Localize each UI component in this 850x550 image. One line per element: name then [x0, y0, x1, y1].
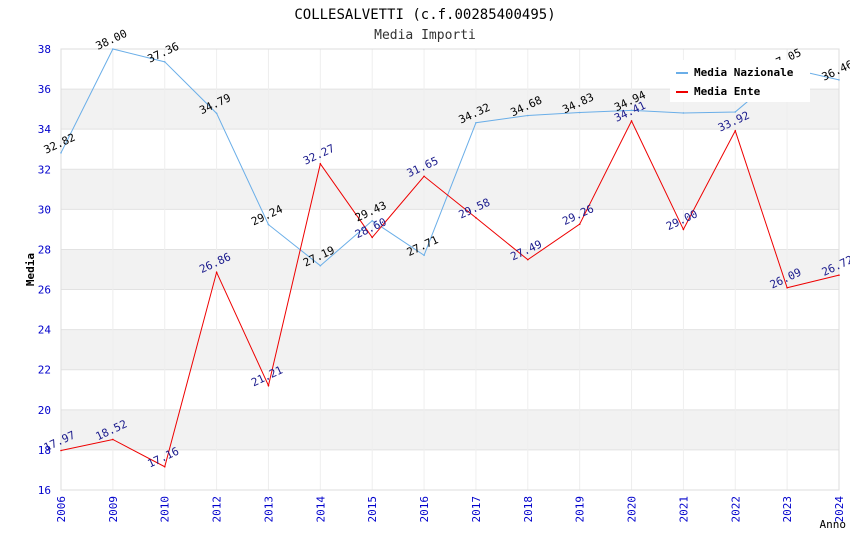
y-tick-label-22: 22 — [38, 364, 51, 377]
x-tick-label-2014: 2014 — [314, 496, 327, 523]
y-tick-label-26: 26 — [38, 284, 51, 297]
x-axis-title: Anno — [820, 518, 847, 531]
point-media-nazionale-2010 — [163, 61, 166, 63]
y-tick-label-34: 34 — [38, 123, 52, 136]
point-media-nazionale-2021 — [682, 112, 685, 114]
point-media-ente-2012 — [215, 271, 218, 274]
point-media-ente-2017 — [475, 216, 477, 219]
x-tick-label-2016: 2016 — [418, 496, 431, 523]
y-tick-label-20: 20 — [38, 404, 51, 417]
data-label-media-ente-2014: 32.27 — [301, 142, 337, 168]
point-media-ente-2009 — [112, 438, 114, 441]
point-media-ente-2021 — [682, 228, 685, 231]
chart-subtitle: Media Importi — [374, 28, 476, 43]
point-media-nazionale-2012 — [215, 112, 218, 115]
y-tick-label-38: 38 — [38, 43, 51, 56]
point-media-ente-2022 — [734, 129, 737, 132]
legend-label-media-nazionale: Media Nazionale — [694, 66, 794, 79]
series-line-media-ente — [60, 119, 840, 468]
point-media-nazionale-2017 — [475, 121, 477, 124]
y-tick-label-30: 30 — [38, 203, 51, 216]
x-tick-label-2023: 2023 — [781, 496, 794, 523]
x-tick-label-2012: 2012 — [211, 496, 224, 523]
point-media-ente-2015 — [371, 236, 374, 239]
x-tick-label-2017: 2017 — [470, 496, 483, 523]
point-media-nazionale-2014 — [319, 264, 322, 267]
point-media-nazionale-2024 — [838, 79, 840, 81]
y-tick-label-28: 28 — [38, 243, 51, 256]
point-media-ente-2014 — [319, 163, 322, 165]
point-media-nazionale-2016 — [423, 254, 425, 257]
x-tick-label-2018: 2018 — [522, 496, 535, 523]
plot-area-frame — [60, 48, 840, 491]
y-tick-label-32: 32 — [38, 163, 51, 176]
x-tick-label-2020: 2020 — [626, 496, 639, 523]
y-tick-label-36: 36 — [38, 83, 51, 96]
point-media-nazionale-2019 — [578, 111, 581, 114]
x-tick-label-2022: 2022 — [729, 496, 742, 523]
data-label-media-ente-2021: 29.00 — [664, 207, 700, 233]
series-line-media-nazionale — [60, 48, 840, 267]
point-media-ente-2010 — [163, 465, 166, 468]
x-tick-label-2024: 2024 — [833, 496, 846, 523]
point-media-nazionale-2015 — [371, 219, 374, 222]
legend-background — [670, 60, 810, 102]
x-tick-label-2006: 2006 — [55, 496, 68, 523]
point-media-nazionale-2022 — [734, 111, 737, 113]
y-axis-title: Media — [24, 253, 37, 286]
x-tick-label-2010: 2010 — [159, 496, 172, 523]
band-22-24 — [61, 329, 839, 370]
x-tick-label-2013: 2013 — [262, 496, 275, 523]
point-media-nazionale-2006 — [60, 152, 62, 154]
y-tick-label-16: 16 — [38, 484, 51, 497]
data-label-media-nazionale-2024: 36.46 — [820, 58, 850, 84]
band-26-28 — [61, 249, 839, 290]
point-media-ente-2024 — [838, 274, 840, 276]
y-tick-label-18: 18 — [38, 444, 51, 457]
legend-label-media-ente: Media Ente — [694, 85, 761, 98]
point-media-ente-2018 — [527, 258, 529, 261]
chart-title: COLLESALVETTI (c.f.00285400495) — [294, 7, 555, 23]
x-tick-label-2009: 2009 — [107, 496, 120, 523]
legend: Media Nazionale Media Ente — [670, 60, 810, 102]
point-media-ente-2013 — [267, 384, 270, 387]
point-media-nazionale-2009 — [112, 48, 114, 50]
y-axis-ticks: 16 18 20 22 24 26 28 30 32 34 36 38 — [38, 43, 52, 497]
point-media-ente-2019 — [578, 223, 581, 225]
series-lines — [60, 48, 840, 468]
x-tick-label-2019: 2019 — [574, 496, 587, 523]
point-media-nazionale-2013 — [267, 223, 270, 226]
point-media-nazionale-2020 — [630, 109, 633, 112]
background-bands — [61, 89, 839, 450]
point-media-nazionale-2018 — [527, 114, 529, 117]
point-media-ente-2023 — [786, 286, 788, 289]
x-axis-ticks: 2006 2009 2010 2012 2013 2014 2015 2016 2017 2018… — [55, 496, 846, 523]
y-tick-label-24: 24 — [38, 324, 52, 337]
point-media-ente-2006 — [60, 449, 62, 452]
x-tick-label-2015: 2015 — [366, 496, 379, 523]
x-tick-label-2021: 2021 — [677, 496, 690, 523]
point-media-ente-2016 — [423, 175, 425, 178]
point-media-ente-2020 — [630, 120, 633, 122]
band-18-20 — [61, 409, 839, 450]
